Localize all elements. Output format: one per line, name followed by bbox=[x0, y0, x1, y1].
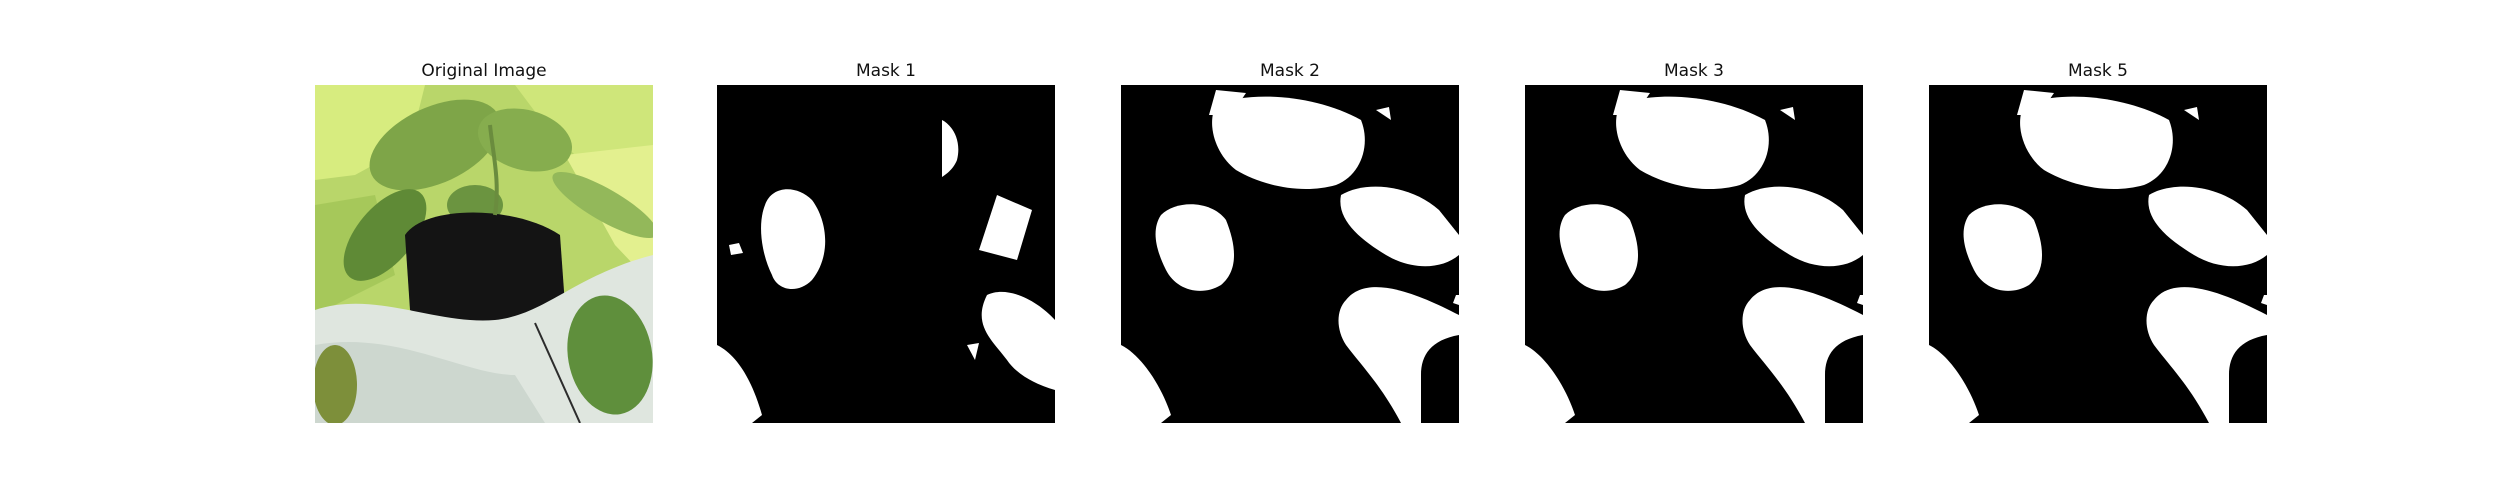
panel-title: Mask 2 bbox=[1121, 60, 1459, 82]
segmentation-mask bbox=[1121, 85, 1459, 423]
segmentation-mask bbox=[717, 85, 1055, 423]
panel-title: Mask 1 bbox=[717, 60, 1055, 82]
segmentation-mask bbox=[1525, 85, 1863, 423]
panel-title: Original Image bbox=[315, 60, 653, 82]
panel-title: Mask 3 bbox=[1525, 60, 1863, 82]
panel-title: Mask 5 bbox=[1929, 60, 2267, 82]
plant-photo bbox=[315, 85, 653, 423]
segmentation-mask bbox=[1929, 85, 2267, 423]
